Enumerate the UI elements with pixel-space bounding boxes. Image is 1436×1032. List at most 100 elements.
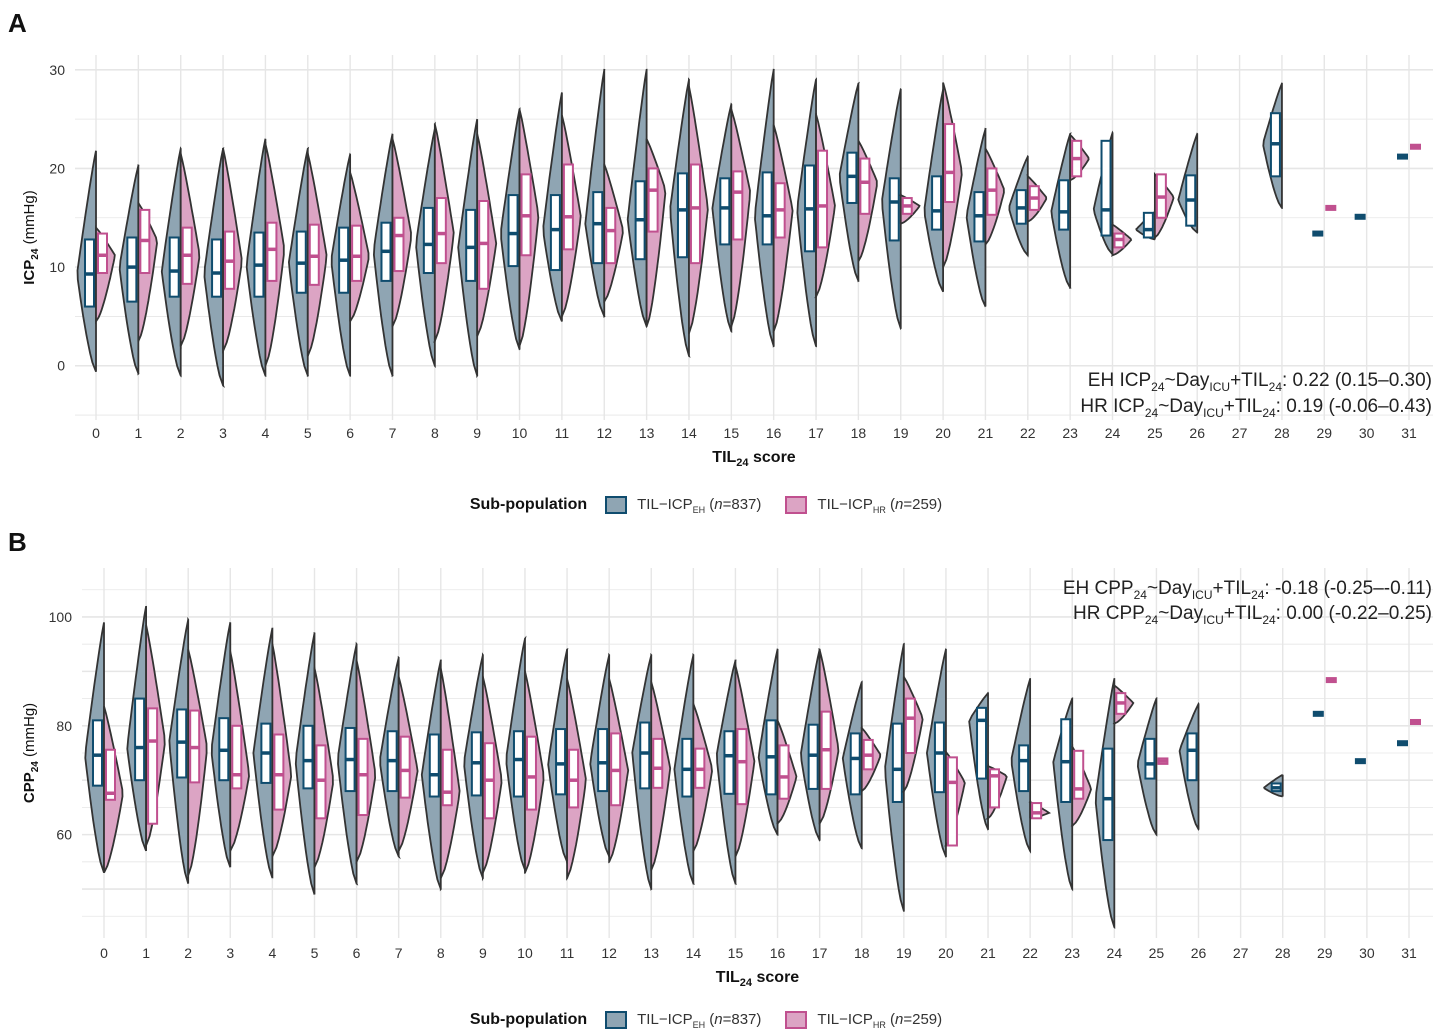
x-tick-label: 11: [555, 425, 570, 441]
box-eh-14: [676, 172, 688, 259]
x-tick-label: 7: [389, 425, 397, 441]
box-hr-22: [1031, 802, 1043, 820]
x-tick-label: 14: [681, 425, 697, 441]
legend-label-hr: TIL−ICPHR (n=259): [817, 1010, 943, 1030]
median-eh-31: [1397, 740, 1408, 747]
x-tick-label: 29: [1317, 425, 1333, 441]
x-tick-label: 27: [1232, 425, 1248, 441]
x-tick-label: 13: [639, 425, 655, 441]
panel-b-letter: B: [8, 527, 27, 557]
box-eh-8: [422, 206, 434, 275]
legend-a: Sub-population TIL−ICPEH (n=837) TIL−ICP…: [0, 493, 1436, 517]
box-eh-19: [891, 722, 903, 803]
box-eh-19: [888, 177, 900, 242]
box-eh-20: [933, 721, 945, 794]
median-eh-29: [1312, 230, 1324, 237]
box-eh-18: [849, 732, 861, 796]
x-tick-label: 8: [431, 425, 439, 441]
box-eh-11: [549, 194, 561, 272]
x-tick-label: 21: [980, 945, 996, 961]
median-eh-31: [1397, 153, 1408, 160]
y-axis-title: ICP24 (mmHg): [21, 190, 41, 284]
box-eh-15: [723, 730, 735, 795]
median-hr-29: [1325, 204, 1337, 211]
box-hr-13: [652, 737, 664, 789]
median-eh-29: [1312, 710, 1324, 717]
box-hr-20: [944, 123, 956, 203]
x-tick-label: 12: [596, 425, 612, 441]
box-hr-19: [904, 697, 916, 755]
box-hr-1: [147, 707, 159, 825]
box-eh-11: [555, 728, 567, 796]
box-eh-15: [719, 177, 731, 246]
median-eh-30: [1354, 213, 1366, 220]
box-eh-8: [428, 733, 440, 798]
x-tick-label: 18: [851, 425, 867, 441]
box-hr-15: [732, 170, 744, 241]
x-tick-label: 0: [92, 425, 100, 441]
box-hr-18: [859, 157, 871, 215]
median-eh-30: [1354, 758, 1366, 765]
x-tick-label: 31: [1401, 425, 1417, 441]
x-tick-label: 26: [1191, 945, 1207, 961]
box-eh-10: [507, 194, 519, 268]
y-tick-label: 20: [49, 160, 65, 176]
x-axis-title: TIL24 score: [716, 969, 799, 989]
box-hr-15: [736, 728, 748, 806]
box-eh-12: [592, 191, 604, 265]
box-hr-7: [399, 735, 411, 799]
box-hr-0: [105, 748, 116, 801]
y-tick-label: 10: [49, 259, 65, 275]
legend-key-hr: [785, 1011, 808, 1029]
x-tick-label: 22: [1022, 945, 1038, 961]
box-hr-14: [689, 163, 701, 265]
x-tick-label: 5: [304, 425, 312, 441]
box-hr-21: [989, 768, 1001, 809]
x-tick-label: 19: [896, 945, 912, 961]
box-eh-20: [931, 175, 943, 231]
median-hr-31: [1410, 143, 1421, 150]
x-tick-label: 17: [808, 425, 824, 441]
y-tick-label: 30: [49, 62, 65, 78]
y-tick-label: 100: [49, 609, 73, 625]
box-eh-3: [211, 238, 223, 298]
box-eh-25: [1142, 211, 1154, 239]
x-tick-label: 9: [479, 945, 487, 961]
x-tick-label: 3: [219, 425, 227, 441]
box-hr-6: [351, 224, 363, 282]
x-axis-title: TIL24 score: [712, 449, 795, 469]
box-eh-23: [1058, 179, 1070, 231]
x-tick-label: 17: [812, 945, 828, 961]
x-tick-label: 20: [938, 945, 954, 961]
x-tick-label: 28: [1275, 945, 1291, 961]
box-hr-23: [1073, 749, 1085, 800]
box-eh-10: [512, 730, 524, 798]
x-tick-label: 16: [766, 425, 782, 441]
legend-label-eh: TIL−ICPEH (n=837): [637, 1010, 762, 1030]
x-tick-label: 27: [1233, 945, 1249, 961]
x-tick-label: 24: [1107, 945, 1123, 961]
panel-a-letter: A: [8, 8, 27, 38]
x-tick-label: 26: [1189, 425, 1205, 441]
x-tick-label: 24: [1105, 425, 1121, 441]
x-tick-label: 21: [978, 425, 994, 441]
box-hr-3: [231, 724, 243, 790]
box-hr-7: [393, 216, 405, 273]
box-eh-16: [761, 171, 773, 246]
x-tick-label: 15: [724, 425, 740, 441]
box-hr-8: [435, 197, 447, 265]
box-eh-2: [168, 236, 180, 298]
legend-key-hr: [785, 496, 808, 514]
y-axis-title: CPP24 (mmHg): [21, 703, 41, 803]
box-eh-1: [134, 697, 146, 782]
x-tick-label: 28: [1274, 425, 1290, 441]
box-hr-13: [647, 167, 659, 233]
median-hr-31: [1410, 718, 1421, 725]
box-hr-11: [562, 163, 574, 251]
median-hr-29: [1325, 677, 1337, 684]
x-tick-label: 19: [893, 425, 909, 441]
y-tick-label: 60: [56, 827, 72, 843]
box-eh-9: [465, 208, 477, 282]
box-hr-4: [266, 221, 278, 282]
